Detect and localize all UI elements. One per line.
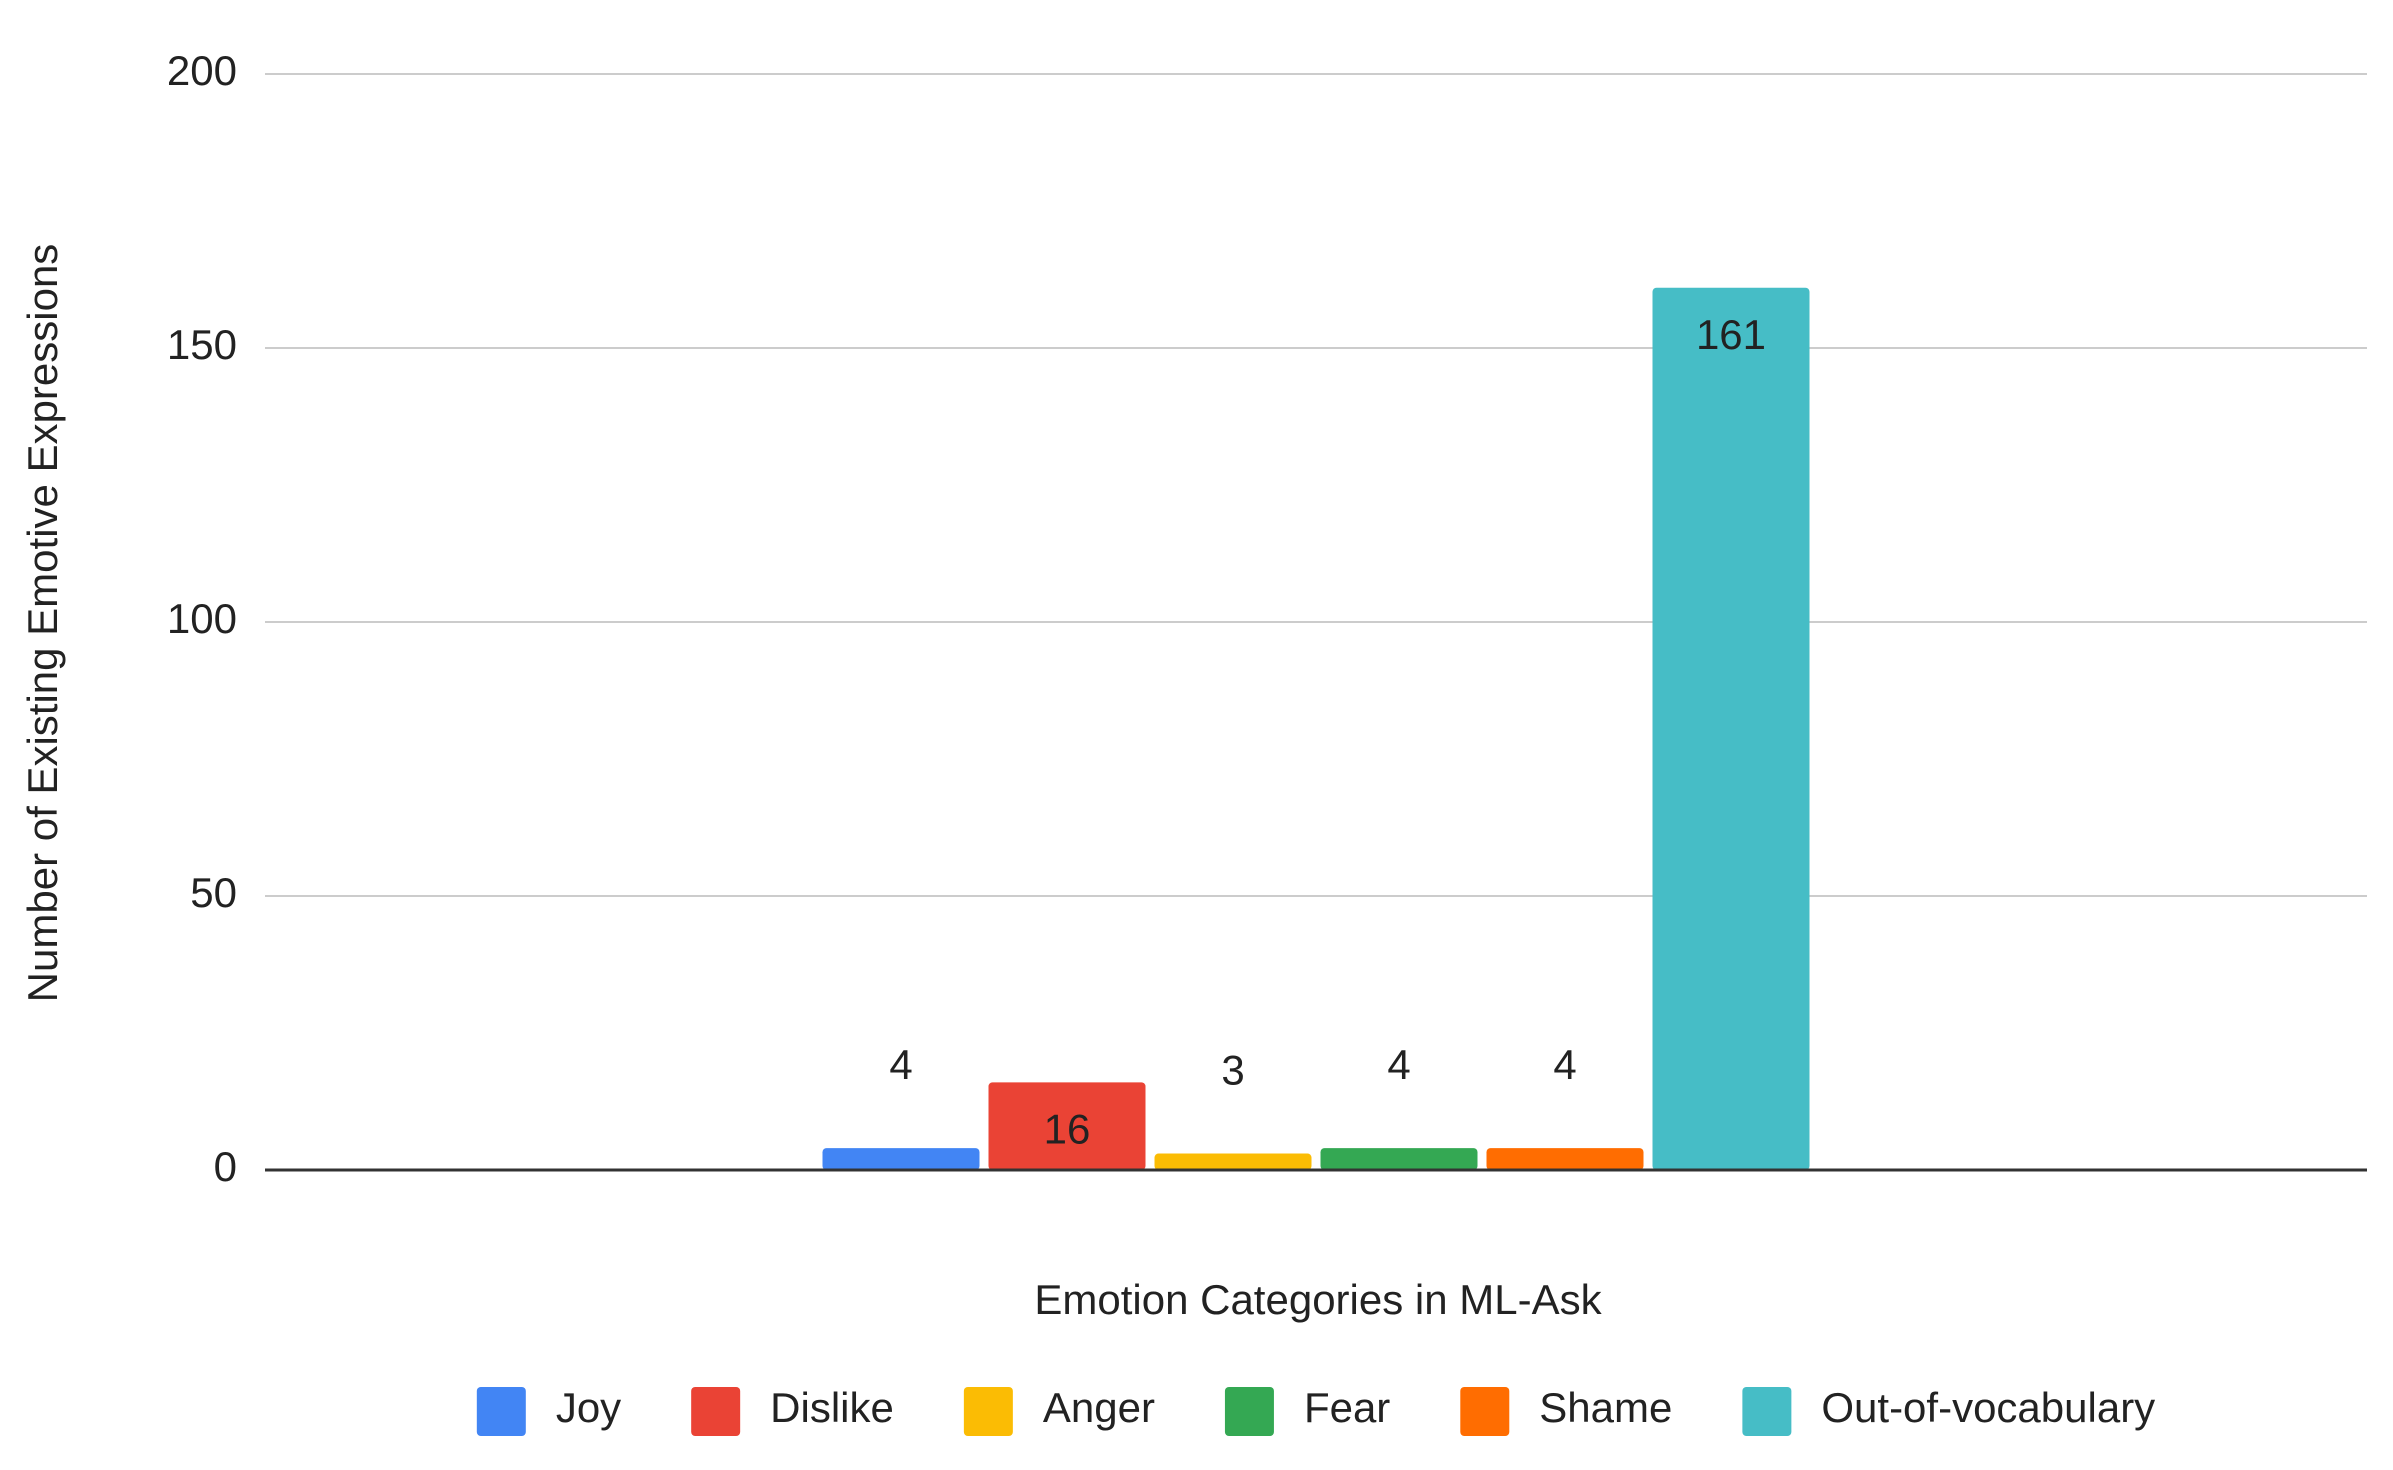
bar xyxy=(1652,287,1810,1171)
legend-swatch xyxy=(963,1387,1013,1436)
legend-label: Shame xyxy=(1539,1384,1672,1431)
data-label: 4 xyxy=(1553,1041,1576,1088)
data-label: 3 xyxy=(1221,1047,1244,1094)
legend-swatch xyxy=(1224,1387,1274,1436)
bar xyxy=(1486,1148,1644,1170)
legend-label: Anger xyxy=(1043,1384,1155,1431)
bar xyxy=(1320,1148,1478,1170)
bar xyxy=(1154,1153,1312,1170)
data-label: 4 xyxy=(1387,1041,1410,1088)
y-tick-label: 100 xyxy=(167,595,237,642)
legend-label: Joy xyxy=(556,1384,621,1431)
legend-label: Out-of-vocabulary xyxy=(1821,1384,2155,1431)
x-axis-title: Emotion Categories in ML-Ask xyxy=(1034,1276,1602,1323)
data-label: 161 xyxy=(1696,311,1766,358)
legend-swatch xyxy=(1742,1387,1792,1436)
legend-swatch xyxy=(476,1387,526,1436)
legend-swatch xyxy=(1460,1387,1510,1436)
bar xyxy=(822,1148,980,1170)
legend-label: Fear xyxy=(1304,1384,1390,1431)
data-label: 4 xyxy=(889,1041,912,1088)
bar xyxy=(988,1082,1146,1170)
legend-swatch xyxy=(691,1387,741,1436)
y-tick-label: 0 xyxy=(214,1143,237,1190)
y-tick-label: 150 xyxy=(167,321,237,368)
legend-label: Dislike xyxy=(770,1384,894,1431)
y-tick-label: 200 xyxy=(167,47,237,94)
y-axis-title: Number of Existing Emotive Expressions xyxy=(19,244,66,1003)
data-label: 16 xyxy=(1044,1105,1091,1152)
y-tick-label: 50 xyxy=(190,869,237,916)
